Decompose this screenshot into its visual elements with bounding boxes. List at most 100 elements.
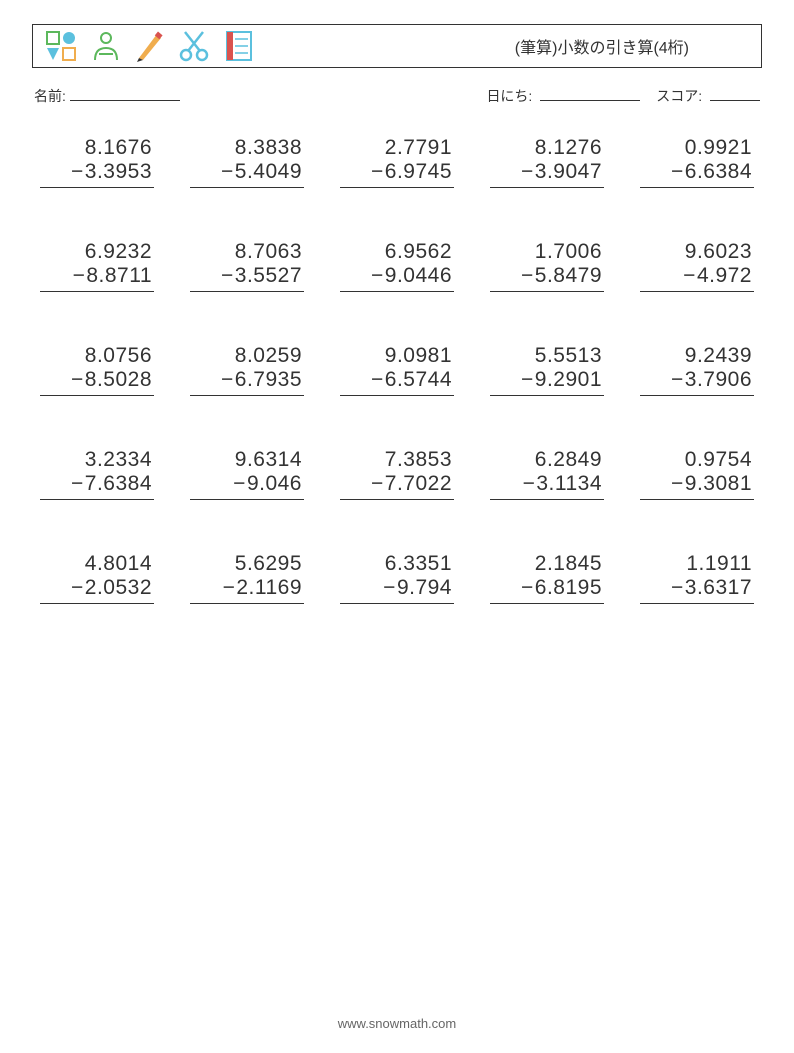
problem: 2.1845−6.8195: [490, 552, 604, 604]
problem-grid: 8.1676−3.39538.3838−5.40492.7791−6.97458…: [32, 136, 762, 604]
subtrahend-row: −6.6384: [640, 160, 754, 188]
worksheet-page: (筆算)小数の引き算(4桁) 名前: 日にち: スコア: 8.1676−3.39…: [0, 0, 794, 628]
operator: −: [371, 264, 384, 287]
operator: −: [221, 160, 234, 183]
minuend: 9.2439: [640, 344, 754, 368]
footer: www.snowmath.com: [0, 1016, 794, 1031]
subtrahend: 3.1134: [536, 472, 602, 495]
operator: −: [521, 576, 534, 599]
problem: 6.9232−8.8711: [40, 240, 154, 292]
operator: −: [371, 472, 384, 495]
problem: 4.8014−2.0532: [40, 552, 154, 604]
subtrahend: 5.8479: [535, 264, 602, 287]
subtrahend: 8.8711: [86, 264, 152, 287]
problem: 9.0981−6.5744: [340, 344, 454, 396]
operator: −: [71, 472, 84, 495]
subtrahend-row: −7.7022: [340, 472, 454, 500]
subtrahend-row: −3.7906: [640, 368, 754, 396]
minuend: 6.9232: [40, 240, 154, 264]
problem: 3.2334−7.6384: [40, 448, 154, 500]
minuend: 9.6023: [640, 240, 754, 264]
minuend: 7.3853: [340, 448, 454, 472]
meta-row: 名前: 日にち: スコア:: [32, 86, 762, 106]
score-blank: [710, 87, 760, 101]
name-blank: [70, 87, 180, 101]
operator: −: [223, 576, 236, 599]
problem: 0.9754−9.3081: [640, 448, 754, 500]
header-icons: [45, 30, 255, 62]
problem: 1.1911−3.6317: [640, 552, 754, 604]
operator: −: [233, 472, 246, 495]
minuend: 8.7063: [190, 240, 304, 264]
subtrahend-row: −2.0532: [40, 576, 154, 604]
worksheet-title: (筆算)小数の引き算(4桁): [515, 34, 749, 58]
problem: 0.9921−6.6384: [640, 136, 754, 188]
header-box: (筆算)小数の引き算(4桁): [32, 24, 762, 68]
subtrahend: 4.972: [697, 264, 752, 287]
subtrahend: 3.6317: [685, 576, 752, 599]
subtrahend-row: −3.1134: [490, 472, 604, 500]
minuend: 5.6295: [190, 552, 304, 576]
operator: −: [521, 160, 534, 183]
subtrahend-row: −6.7935: [190, 368, 304, 396]
subtrahend-row: −8.5028: [40, 368, 154, 396]
subtrahend: 7.7022: [385, 472, 452, 495]
subtrahend-row: −3.9047: [490, 160, 604, 188]
operator: −: [71, 368, 84, 391]
minuend: 8.0756: [40, 344, 154, 368]
minuend: 8.0259: [190, 344, 304, 368]
problem: 8.7063−3.5527: [190, 240, 304, 292]
problem: 9.2439−3.7906: [640, 344, 754, 396]
problem: 1.7006−5.8479: [490, 240, 604, 292]
problem: 8.1276−3.9047: [490, 136, 604, 188]
minuend: 2.1845: [490, 552, 604, 576]
minuend: 8.1676: [40, 136, 154, 160]
problem: 8.1676−3.3953: [40, 136, 154, 188]
minuend: 9.6314: [190, 448, 304, 472]
operator: −: [71, 160, 84, 183]
scissors-icon: [177, 30, 211, 62]
minuend: 6.9562: [340, 240, 454, 264]
problem: 9.6314−9.046: [190, 448, 304, 500]
subtrahend: 2.0532: [85, 576, 152, 599]
score-label: スコア:: [656, 88, 702, 104]
operator: −: [683, 264, 696, 287]
minuend: 1.7006: [490, 240, 604, 264]
subtrahend-row: −3.5527: [190, 264, 304, 292]
minuend: 1.1911: [640, 552, 754, 576]
subtrahend: 9.0446: [385, 264, 452, 287]
pencil-icon: [133, 30, 167, 62]
date-field: 日にち:: [486, 86, 640, 106]
subtrahend: 6.9745: [385, 160, 452, 183]
person-icon: [89, 30, 123, 62]
problem: 5.5513−9.2901: [490, 344, 604, 396]
minuend: 6.3351: [340, 552, 454, 576]
problem: 2.7791−6.9745: [340, 136, 454, 188]
minuend: 9.0981: [340, 344, 454, 368]
subtrahend-row: −4.972: [640, 264, 754, 292]
subtrahend-row: −9.2901: [490, 368, 604, 396]
operator: −: [671, 576, 684, 599]
subtrahend-row: −5.8479: [490, 264, 604, 292]
operator: −: [71, 576, 84, 599]
subtrahend: 9.794: [397, 576, 452, 599]
subtrahend: 2.1169: [236, 576, 302, 599]
subtrahend-row: −9.794: [340, 576, 454, 604]
minuend: 8.1276: [490, 136, 604, 160]
operator: −: [671, 472, 684, 495]
minuend: 5.5513: [490, 344, 604, 368]
problem: 7.3853−7.7022: [340, 448, 454, 500]
subtrahend: 6.5744: [385, 368, 452, 391]
subtrahend: 9.2901: [535, 368, 602, 391]
subtrahend: 6.8195: [535, 576, 602, 599]
operator: −: [371, 160, 384, 183]
subtrahend-row: −5.4049: [190, 160, 304, 188]
subtrahend: 3.9047: [535, 160, 602, 183]
subtrahend-row: −3.3953: [40, 160, 154, 188]
minuend: 6.2849: [490, 448, 604, 472]
operator: −: [521, 368, 534, 391]
subtrahend: 3.5527: [235, 264, 302, 287]
minuend: 0.9754: [640, 448, 754, 472]
operator: −: [73, 264, 86, 287]
subtrahend: 7.6384: [85, 472, 152, 495]
